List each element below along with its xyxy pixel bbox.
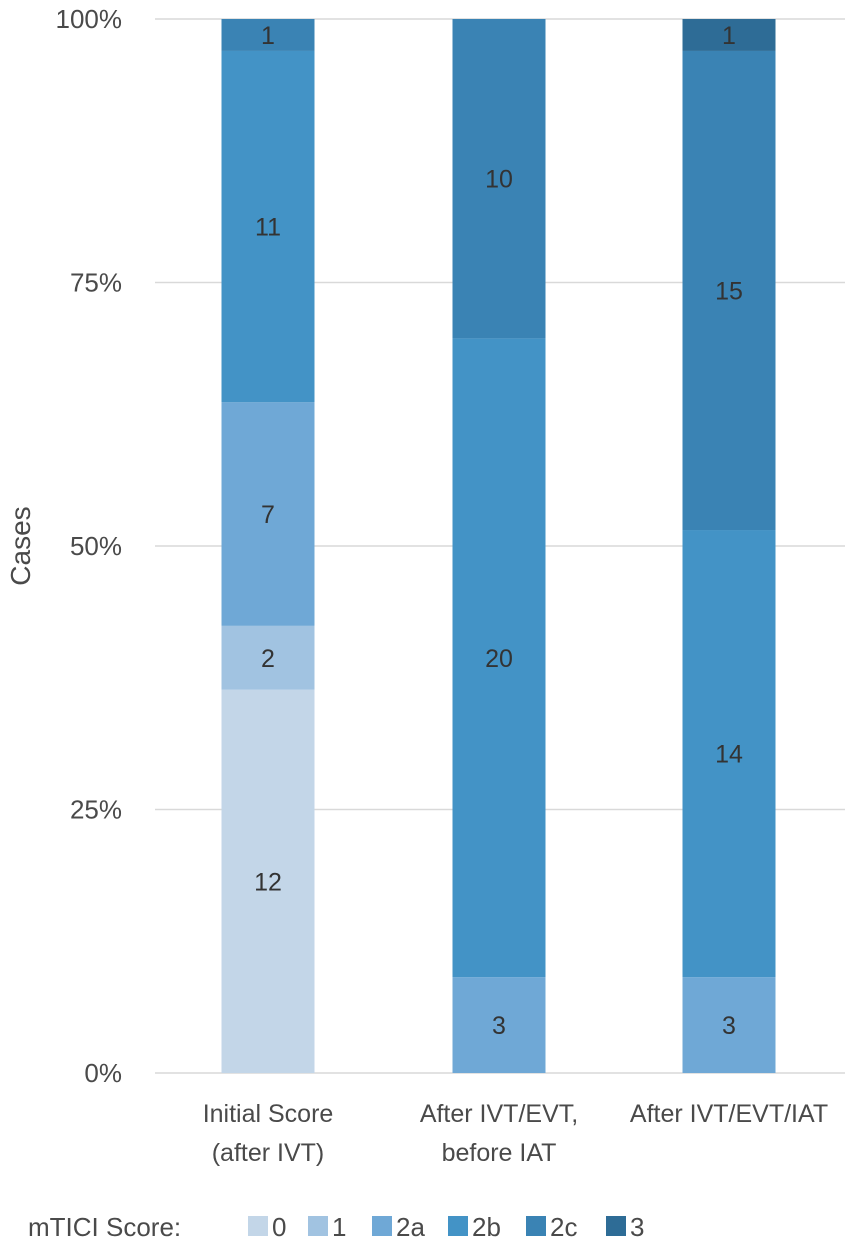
bar-segment — [221, 402, 315, 626]
data-label: 14 — [715, 741, 743, 769]
bar-segment — [682, 19, 776, 51]
y-tick-label: 50% — [70, 531, 122, 561]
legend-swatch — [248, 1216, 268, 1236]
bar-segment — [221, 50, 315, 403]
bar-segment — [452, 977, 546, 1073]
data-label: 2 — [261, 645, 275, 673]
legend-label: 2b — [472, 1212, 501, 1242]
legend-label: 2a — [396, 1212, 425, 1242]
y-axis-ticks: 0% 25% 50% 75% 100% — [56, 4, 123, 1088]
legend: mTICI Score: 0 1 2a 2b 2c 3 — [28, 1212, 644, 1242]
bar-segment — [452, 19, 546, 339]
x-category-label: After IVT/EVT/IAT — [630, 1100, 828, 1128]
bars — [221, 19, 776, 1073]
x-category-label: Initial Score — [203, 1100, 334, 1128]
bar-segment — [682, 50, 776, 531]
legend-title: mTICI Score: — [28, 1212, 181, 1242]
data-label: 10 — [485, 166, 513, 194]
data-label: 7 — [261, 501, 275, 529]
x-category-label: After IVT/EVT, — [420, 1100, 578, 1128]
data-label: 1 — [261, 22, 275, 50]
data-label: 11 — [255, 214, 281, 242]
data-label: 1 — [722, 22, 736, 50]
y-tick-label: 100% — [56, 4, 123, 34]
data-label: 12 — [254, 868, 282, 896]
legend-label: 2c — [550, 1212, 577, 1242]
data-label: 3 — [722, 1012, 736, 1040]
legend-swatch — [448, 1216, 468, 1236]
legend-swatch — [606, 1216, 626, 1236]
bar-segment — [452, 338, 546, 978]
data-label: 15 — [715, 277, 743, 305]
x-category-label: (after IVT) — [212, 1139, 325, 1167]
y-tick-label: 0% — [84, 1058, 122, 1088]
legend-swatch — [526, 1216, 546, 1236]
legend-label: 1 — [332, 1212, 346, 1242]
bar-segment — [682, 530, 776, 978]
x-category-label: before IAT — [442, 1139, 557, 1167]
bar-segment — [221, 625, 315, 690]
y-axis-label: Cases — [5, 506, 36, 585]
bar-segment — [221, 19, 315, 51]
x-axis-categories: Initial Score (after IVT) After IVT/EVT, be… — [203, 1100, 828, 1167]
legend-label: 0 — [272, 1212, 286, 1242]
data-label: 20 — [485, 645, 513, 673]
data-label: 3 — [492, 1012, 506, 1040]
legend-swatch — [372, 1216, 392, 1236]
bar-segment — [682, 977, 776, 1073]
legend-label: 3 — [630, 1212, 644, 1242]
y-tick-label: 75% — [70, 268, 122, 298]
bar-segment — [221, 689, 315, 1073]
legend-swatch — [308, 1216, 328, 1236]
y-tick-label: 25% — [70, 795, 122, 825]
